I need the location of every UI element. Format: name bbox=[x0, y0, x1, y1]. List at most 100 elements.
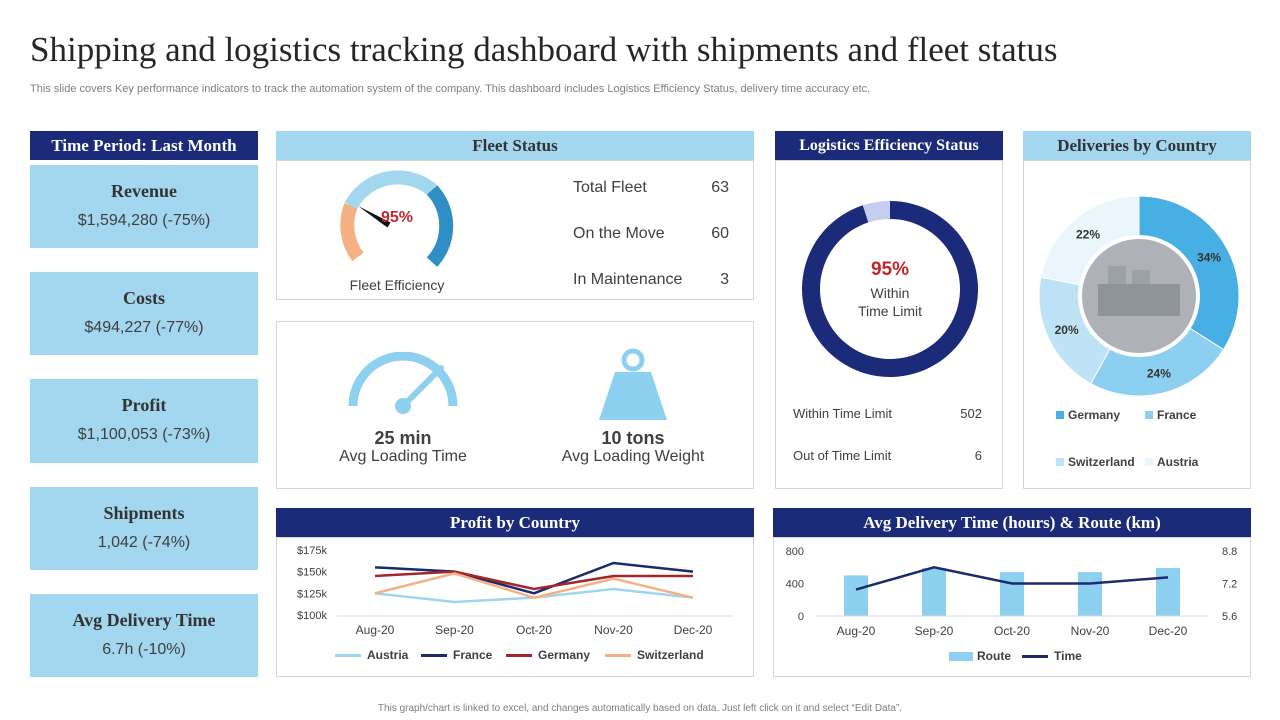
avg-loading-time-label: Avg Loading Time bbox=[339, 448, 467, 465]
y-tick-left: 400 bbox=[786, 579, 804, 591]
speedometer-icon bbox=[348, 352, 458, 414]
logistics-center-line1: Within bbox=[871, 285, 910, 301]
y-tick-right: 7.2 bbox=[1222, 579, 1237, 591]
gauge-arc-blue bbox=[426, 185, 454, 267]
gauge-needle bbox=[358, 206, 391, 228]
slice-label-austria: 22% bbox=[1076, 227, 1100, 241]
series-line-switzerland bbox=[374, 572, 694, 599]
fleet-moving-label: On the Move bbox=[573, 225, 665, 242]
route-bar bbox=[1078, 572, 1102, 616]
logistics-center-line2: Time Limit bbox=[858, 303, 922, 319]
y-tick-right: 8.8 bbox=[1222, 546, 1237, 558]
logistics-center-value: 95% bbox=[871, 259, 909, 280]
delivery-time-panel: 800 400 0 8.8 7.2 5.6 Aug-20 Sep-20 Oct-20 Nov-20… bbox=[773, 537, 1251, 677]
avg-loading-time-value: 25 min bbox=[374, 428, 432, 448]
gauge-arc-orange bbox=[340, 203, 364, 262]
kpi-profit: Profit $1,100,053 (-73%) bbox=[30, 379, 258, 463]
profit-header: Profit by Country bbox=[276, 508, 754, 537]
slice-label-switzerland: 20% bbox=[1055, 323, 1079, 337]
kpi-label: Avg Delivery Time bbox=[72, 610, 216, 630]
legend-austria: Austria bbox=[1145, 455, 1198, 469]
kpi-revenue: Revenue $1,594,280 (-75%) bbox=[30, 165, 258, 248]
slice-label-germany: 34% bbox=[1197, 250, 1221, 264]
time-period-header[interactable]: Time Period: Last Month bbox=[30, 131, 258, 160]
kpi-label: Costs bbox=[122, 288, 165, 308]
kpi-value: $1,594,280 (-75%) bbox=[77, 212, 211, 229]
x-tick-label: Aug-20 bbox=[356, 623, 395, 637]
legend-germany-line: Germany bbox=[506, 648, 590, 662]
legend-switzerland: Switzerland bbox=[1056, 455, 1135, 469]
page-title: Shipping and logistics tracking dashboar… bbox=[30, 30, 1058, 69]
series-line-germany bbox=[374, 570, 693, 591]
kpi-shipments: Shipments 1,042 (-74%) bbox=[30, 487, 258, 570]
footer-note: This graph/chart is linked to excel, and… bbox=[377, 703, 903, 714]
kpi-label: Revenue bbox=[111, 181, 177, 201]
kpi-value: $1,100,053 (-73%) bbox=[77, 426, 211, 443]
route-bar bbox=[844, 575, 868, 616]
delivery-time-header: Avg Delivery Time (hours) & Route (km) bbox=[773, 508, 1251, 537]
fleet-efficiency-value: 95% bbox=[381, 209, 413, 226]
donut-slice-out-of-time-limit bbox=[862, 201, 890, 223]
ship-hull-shape bbox=[1098, 284, 1180, 316]
legend-austria-line: Austria bbox=[335, 648, 408, 662]
profit-panel: $175k $150k $125k $100k Aug-20 Sep-20 Oct-20 No… bbox=[276, 537, 754, 677]
y-tick-label: $150k bbox=[297, 567, 327, 579]
kpi-avg-delivery-time: Avg Delivery Time 6.7h (-10%) bbox=[30, 594, 258, 677]
profit-line-chart: $175k $150k $125k $100k Aug-20 Sep-20 Oct-20 No… bbox=[297, 545, 733, 637]
fleet-maintenance-label: In Maintenance bbox=[573, 271, 683, 288]
deliveries-donut-chart: 34% 24% 20% 22% bbox=[1038, 195, 1240, 397]
x-tick-label: Sep-20 bbox=[915, 624, 954, 638]
legend-switzerland-line: Switzerland bbox=[605, 648, 704, 662]
fleet-efficiency-label: Fleet Efficiency bbox=[349, 277, 445, 293]
kpi-costs: Costs $494,227 (-77%) bbox=[30, 272, 258, 355]
legend-france: France bbox=[1145, 408, 1196, 422]
y-tick-left: 0 bbox=[798, 611, 804, 623]
time-line bbox=[855, 565, 1169, 591]
fleet-status-panel: 95% Fleet Efficiency Total Fleet 63 On t… bbox=[276, 160, 754, 300]
avg-loading-weight-value: 10 tons bbox=[601, 428, 665, 448]
ship-container-shape bbox=[1108, 266, 1126, 284]
within-limit-value: 502 bbox=[960, 406, 982, 421]
kpi-value: 6.7h (-10%) bbox=[102, 641, 186, 658]
gauge-arc-light bbox=[344, 170, 437, 210]
y-tick-left: 800 bbox=[786, 546, 804, 558]
kpi-value: 1,042 (-74%) bbox=[97, 534, 191, 551]
y-tick-right: 5.6 bbox=[1222, 611, 1237, 623]
route-bar bbox=[1156, 568, 1180, 616]
fleet-maintenance-value: 3 bbox=[720, 271, 729, 288]
deliveries-header: Deliveries by Country bbox=[1023, 131, 1251, 160]
fleet-total-value: 63 bbox=[711, 179, 729, 196]
loading-panel: 25 min Avg Loading Time 10 tons Avg Load… bbox=[276, 321, 754, 489]
logistics-efficiency-header: Logistics Efficiency Status bbox=[775, 131, 1003, 160]
x-tick-label: Dec-20 bbox=[674, 623, 713, 637]
x-tick-label: Aug-20 bbox=[837, 624, 876, 638]
y-tick-label: $125k bbox=[297, 588, 327, 600]
within-limit-label: Within Time Limit bbox=[793, 406, 892, 421]
y-tick-label: $100k bbox=[297, 610, 327, 622]
route-bar bbox=[1000, 572, 1024, 616]
legend-time: Time bbox=[1022, 649, 1082, 663]
y-tick-label: $175k bbox=[297, 545, 327, 557]
x-tick-label: Sep-20 bbox=[435, 623, 474, 637]
x-tick-label: Oct-20 bbox=[516, 623, 552, 637]
legend-germany: Germany bbox=[1056, 408, 1120, 422]
slice-label-france: 24% bbox=[1147, 366, 1171, 380]
weight-icon bbox=[599, 348, 667, 420]
deliveries-panel: 34% 24% 20% 22% Germany France Switzerland … bbox=[1023, 160, 1251, 489]
logistics-efficiency-panel: 95% Within Time Limit Within Time Limit … bbox=[775, 160, 1003, 489]
kpi-label: Profit bbox=[121, 395, 167, 415]
fleet-gauge: 95% bbox=[340, 170, 454, 267]
x-tick-label: Dec-20 bbox=[1149, 624, 1188, 638]
ship-container-shape bbox=[1132, 270, 1150, 284]
fleet-total-label: Total Fleet bbox=[573, 179, 647, 196]
logistics-donut-chart: 95% Within Time Limit bbox=[802, 201, 978, 377]
out-of-limit-label: Out of Time Limit bbox=[793, 448, 892, 463]
legend-route: Route bbox=[949, 649, 1011, 663]
x-tick-label: Nov-20 bbox=[1071, 624, 1110, 638]
out-of-limit-value: 6 bbox=[974, 448, 982, 463]
fleet-status-header: Fleet Status bbox=[276, 131, 754, 160]
kpi-label: Shipments bbox=[103, 503, 185, 523]
series-line-austria bbox=[374, 587, 694, 604]
fleet-moving-value: 60 bbox=[711, 225, 729, 242]
x-tick-label: Oct-20 bbox=[994, 624, 1030, 638]
